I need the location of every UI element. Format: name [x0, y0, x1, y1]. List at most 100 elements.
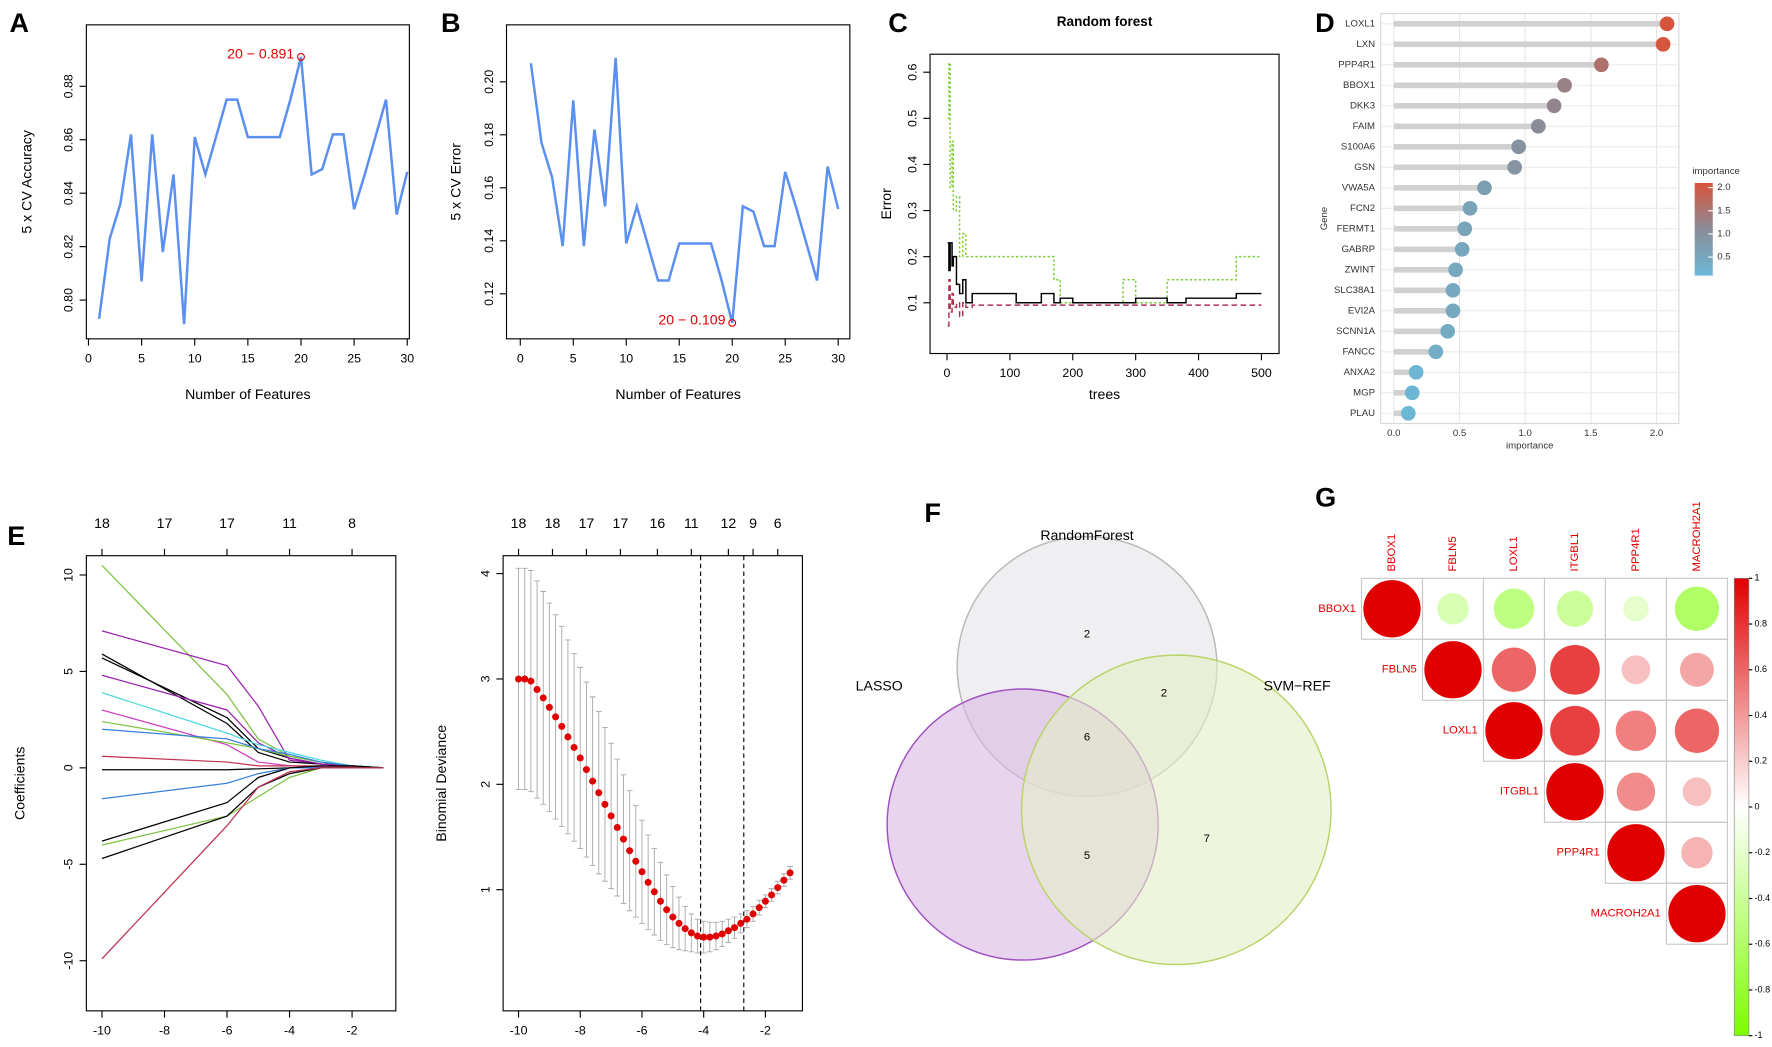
y-axis-label: Gene — [1319, 207, 1330, 230]
row-label: FBLN5 — [1382, 664, 1417, 676]
x-axis-label: Number of Features — [615, 386, 740, 402]
dot — [1511, 139, 1526, 155]
point — [539, 694, 547, 702]
annotation: 20 − 0.109 — [658, 311, 725, 327]
colorbar-tick-label: 0.4 — [1755, 710, 1768, 720]
y-tick-label: LXN — [1356, 39, 1375, 50]
x-tick-label: 15 — [672, 351, 686, 365]
y-tick-label: 0 — [62, 764, 76, 771]
point — [737, 919, 745, 927]
point — [768, 891, 776, 899]
dot — [1404, 385, 1420, 401]
x-tick-label: -6 — [636, 1023, 647, 1037]
dot — [1445, 303, 1461, 319]
x-tick-label: -2 — [760, 1023, 771, 1037]
line — [529, 57, 840, 324]
y-tick-label: FANCC — [1343, 346, 1376, 357]
column-label: MACROH2A1 — [1691, 501, 1703, 571]
y-tick-label: 0.82 — [62, 234, 76, 258]
correlation — [1607, 824, 1665, 882]
x-tick-label: 25 — [778, 351, 792, 365]
row-label: LOXL1 — [1443, 725, 1478, 737]
dot — [1546, 98, 1562, 114]
colorbar-tick-label: 0 — [1755, 801, 1760, 811]
colorbar-tick-label: -0.4 — [1755, 893, 1771, 903]
colorbar-tick-label: 0.6 — [1755, 664, 1768, 674]
point — [669, 913, 677, 921]
plot-frame — [85, 555, 397, 1012]
top-tick-label: 17 — [579, 515, 595, 531]
x-tick-label: 0.0 — [1387, 428, 1400, 439]
colorbar-tick-label: -1 — [1755, 1030, 1763, 1040]
x-tick-label: -10 — [510, 1023, 528, 1037]
point — [527, 677, 535, 685]
correlation — [1615, 710, 1657, 752]
y-tick-label: PLAU — [1350, 408, 1375, 419]
plot-frame — [505, 24, 851, 340]
y-tick-label: FERMT1 — [1337, 223, 1375, 234]
point — [552, 713, 560, 721]
y-tick-label: 0.18 — [482, 123, 496, 147]
y-tick-label: DKK3 — [1350, 100, 1375, 111]
top-tick-label: 17 — [613, 515, 629, 531]
plot-frame — [502, 555, 803, 1012]
point — [521, 675, 529, 683]
correlation — [1485, 702, 1543, 760]
colorbar-tick-label: 0.5 — [1717, 252, 1730, 263]
x-tick-label: 200 — [1062, 366, 1083, 380]
column-label: PPP4R1 — [1630, 528, 1642, 571]
y-tick-label: FAIM — [1353, 121, 1375, 132]
colorbar-tick-label: -0.6 — [1755, 939, 1771, 949]
colorbar-tick-label: 0.8 — [1755, 618, 1768, 628]
region-count: 6 — [1084, 732, 1090, 744]
top-tick-label: 6 — [774, 515, 782, 531]
column-label: FBLN5 — [1447, 536, 1459, 571]
point — [786, 869, 794, 877]
point — [761, 897, 769, 905]
colorbar-tick-label: -0.2 — [1755, 847, 1771, 857]
dot — [1477, 180, 1492, 196]
y-tick-label: 0.14 — [482, 229, 496, 253]
x-tick-label: 5 — [138, 351, 145, 365]
panel-letter: F — [924, 497, 941, 528]
x-tick-label: 20 — [294, 351, 308, 365]
top-tick-label: 8 — [348, 515, 356, 531]
y-tick-label: GABRP — [1341, 244, 1375, 255]
point — [582, 766, 590, 774]
y-tick-label: PPP4R1 — [1338, 59, 1375, 70]
y-tick-label: 0.5 — [905, 110, 919, 127]
y-axis-label: Coefficients — [12, 747, 28, 820]
correlation — [1546, 763, 1604, 821]
x-tick-label: 25 — [347, 351, 361, 365]
dot — [1659, 16, 1675, 32]
correlation — [1668, 885, 1726, 943]
top-tick-label: 11 — [684, 515, 699, 531]
dot — [1594, 57, 1609, 73]
y-tick-label: 0.1 — [905, 294, 919, 311]
point — [681, 925, 689, 933]
top-tick-label: 11 — [282, 515, 297, 531]
point — [706, 933, 714, 941]
column-label: ITGBL1 — [1569, 533, 1581, 572]
point — [595, 789, 603, 797]
top-tick-label: 12 — [721, 515, 737, 531]
correlation — [1621, 655, 1651, 685]
column-label: BBOX1 — [1386, 534, 1398, 572]
line — [101, 767, 384, 960]
point — [644, 878, 652, 886]
row-label: MACROH2A1 — [1591, 908, 1661, 920]
x-axis-label: trees — [1089, 386, 1120, 402]
plot-frame — [1380, 12, 1680, 425]
plot-frame — [929, 53, 1280, 355]
y-tick-label: -5 — [62, 859, 76, 870]
y-tick-label: 0.86 — [62, 128, 76, 152]
dot — [1408, 364, 1424, 380]
region-count: 7 — [1204, 833, 1210, 845]
x-tick-label: 0 — [517, 351, 524, 365]
row-label: ITGBL1 — [1500, 786, 1539, 798]
colorbar-tick-label: 1.0 — [1717, 228, 1730, 239]
column-label: LOXL1 — [1508, 536, 1520, 571]
colorbar-tick-label: 1.5 — [1717, 205, 1730, 216]
y-tick-label: SLC38A1 — [1334, 285, 1375, 296]
